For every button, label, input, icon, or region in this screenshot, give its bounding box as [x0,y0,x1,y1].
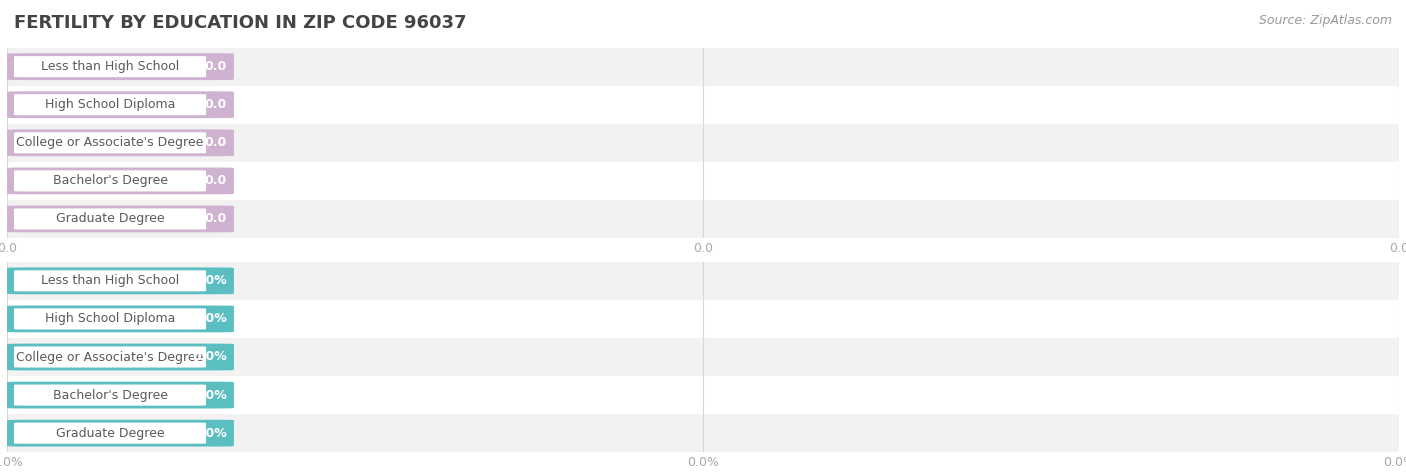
Text: 0.0: 0.0 [205,212,226,226]
FancyBboxPatch shape [14,170,207,191]
Text: Less than High School: Less than High School [41,274,179,288]
Text: 0.0: 0.0 [205,136,226,149]
Text: Graduate Degree: Graduate Degree [56,426,165,440]
FancyBboxPatch shape [14,423,207,444]
FancyBboxPatch shape [14,132,207,153]
FancyBboxPatch shape [7,268,233,294]
FancyBboxPatch shape [7,382,233,408]
Text: 0.0: 0.0 [205,98,226,111]
Text: FERTILITY BY EDUCATION IN ZIP CODE 96037: FERTILITY BY EDUCATION IN ZIP CODE 96037 [14,14,467,32]
FancyBboxPatch shape [7,91,233,118]
Text: Source: ZipAtlas.com: Source: ZipAtlas.com [1258,14,1392,27]
Text: High School Diploma: High School Diploma [45,312,176,326]
Bar [7,376,1399,414]
FancyBboxPatch shape [14,385,207,406]
Text: College or Associate's Degree: College or Associate's Degree [17,136,204,149]
FancyBboxPatch shape [7,206,233,232]
FancyBboxPatch shape [14,308,207,329]
Text: College or Associate's Degree: College or Associate's Degree [17,350,204,364]
Text: High School Diploma: High School Diploma [45,98,176,111]
Text: 0.0%: 0.0% [193,274,226,288]
Bar [7,338,1399,376]
Bar [7,200,1399,238]
Bar [7,124,1399,162]
Bar [7,300,1399,338]
FancyBboxPatch shape [7,168,233,194]
FancyBboxPatch shape [14,347,207,367]
FancyBboxPatch shape [14,208,207,229]
Text: 0.0: 0.0 [205,174,226,188]
Bar [7,414,1399,452]
FancyBboxPatch shape [7,129,233,156]
FancyBboxPatch shape [7,344,233,370]
FancyBboxPatch shape [14,56,207,77]
Text: 0.0%: 0.0% [193,426,226,440]
FancyBboxPatch shape [7,306,233,332]
Text: 0.0%: 0.0% [193,350,226,364]
Text: 0.0%: 0.0% [193,312,226,326]
FancyBboxPatch shape [7,53,233,80]
Text: 0.0%: 0.0% [193,388,226,402]
FancyBboxPatch shape [14,270,207,291]
Text: Bachelor's Degree: Bachelor's Degree [52,388,167,402]
Bar [7,262,1399,300]
FancyBboxPatch shape [14,94,207,115]
Text: Less than High School: Less than High School [41,60,179,73]
Text: Graduate Degree: Graduate Degree [56,212,165,226]
Text: 0.0: 0.0 [205,60,226,73]
Text: Bachelor's Degree: Bachelor's Degree [52,174,167,188]
Bar [7,48,1399,86]
FancyBboxPatch shape [7,420,233,446]
Bar [7,86,1399,124]
Bar [7,162,1399,200]
